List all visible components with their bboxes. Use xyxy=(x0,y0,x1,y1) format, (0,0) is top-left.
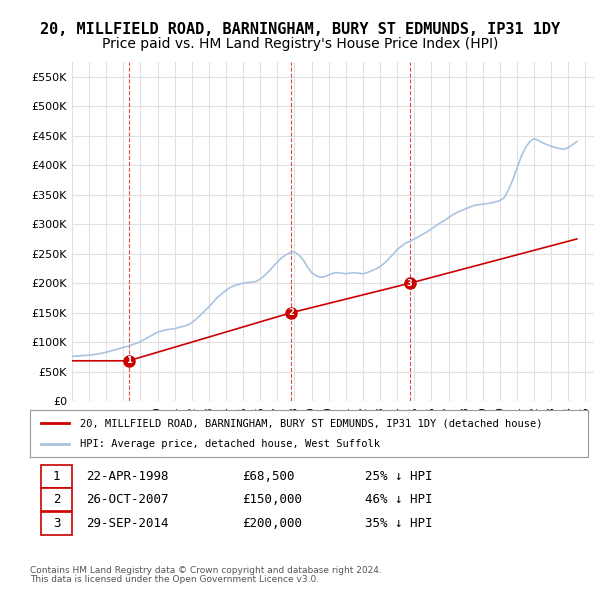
Text: 3: 3 xyxy=(53,517,60,530)
Text: 26-OCT-2007: 26-OCT-2007 xyxy=(86,493,168,506)
Text: 29-SEP-2014: 29-SEP-2014 xyxy=(86,517,168,530)
Text: 22-APR-1998: 22-APR-1998 xyxy=(86,470,168,483)
Text: 1: 1 xyxy=(126,356,131,365)
Text: £68,500: £68,500 xyxy=(242,470,295,483)
FancyBboxPatch shape xyxy=(41,465,72,488)
Text: 25% ↓ HPI: 25% ↓ HPI xyxy=(365,470,432,483)
Text: 46% ↓ HPI: 46% ↓ HPI xyxy=(365,493,432,506)
Text: 3: 3 xyxy=(407,278,413,288)
Text: £200,000: £200,000 xyxy=(242,517,302,530)
Text: This data is licensed under the Open Government Licence v3.0.: This data is licensed under the Open Gov… xyxy=(30,575,319,584)
Text: £150,000: £150,000 xyxy=(242,493,302,506)
Text: 20, MILLFIELD ROAD, BARNINGHAM, BURY ST EDMUNDS, IP31 1DY (detached house): 20, MILLFIELD ROAD, BARNINGHAM, BURY ST … xyxy=(80,418,543,428)
Text: 35% ↓ HPI: 35% ↓ HPI xyxy=(365,517,432,530)
Text: 20, MILLFIELD ROAD, BARNINGHAM, BURY ST EDMUNDS, IP31 1DY: 20, MILLFIELD ROAD, BARNINGHAM, BURY ST … xyxy=(40,22,560,37)
Text: 2: 2 xyxy=(289,308,294,317)
FancyBboxPatch shape xyxy=(41,512,72,535)
Text: HPI: Average price, detached house, West Suffolk: HPI: Average price, detached house, West… xyxy=(80,439,380,449)
Text: Contains HM Land Registry data © Crown copyright and database right 2024.: Contains HM Land Registry data © Crown c… xyxy=(30,566,382,575)
Text: 1: 1 xyxy=(53,470,60,483)
FancyBboxPatch shape xyxy=(41,489,72,512)
Text: Price paid vs. HM Land Registry's House Price Index (HPI): Price paid vs. HM Land Registry's House … xyxy=(102,37,498,51)
Text: 2: 2 xyxy=(53,493,60,506)
